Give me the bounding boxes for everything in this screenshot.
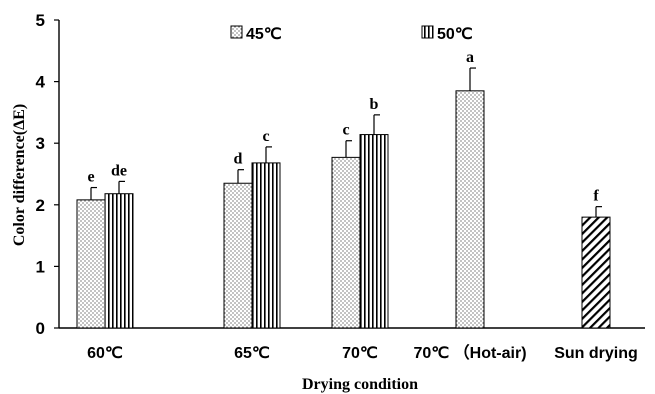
x-category-labels: 60℃ 65℃ 70℃ 70℃ （Hot-air) Sun drying [87, 344, 638, 362]
y-tick-label: 5 [36, 11, 45, 30]
bars: e de d c c b a f [76, 49, 611, 329]
y-tick-label: 3 [36, 134, 45, 153]
legend-swatch-50 [421, 25, 434, 39]
x-category-label: 65℃ [234, 345, 270, 362]
bar [331, 156, 361, 329]
bar [251, 162, 281, 329]
significance-label: de [111, 162, 127, 179]
bar [359, 134, 389, 329]
significance-label: d [234, 151, 243, 168]
legend-label-45: 45℃ [246, 26, 282, 43]
x-category-label: Sun drying [554, 345, 638, 362]
bar [104, 193, 134, 329]
significance-label: c [262, 128, 269, 145]
bar [223, 182, 253, 329]
significance-label: a [466, 49, 474, 66]
significance-label: f [593, 188, 599, 205]
y-tick-label: 2 [36, 196, 45, 215]
x-category-label: 60℃ [87, 345, 123, 362]
y-tick-label: 4 [36, 73, 46, 92]
x-category-label: 70℃ （Hot-air) [413, 344, 526, 362]
significance-label: c [342, 122, 349, 139]
y-ticks: 0 1 2 3 4 5 [36, 11, 59, 338]
legend: 45℃ 50℃ [230, 25, 473, 43]
legend-swatch-45 [230, 25, 243, 39]
significance-label: b [370, 96, 379, 113]
y-axis-title: Color difference(ΔE) [11, 104, 28, 246]
y-tick-label: 0 [36, 319, 45, 338]
bar [76, 199, 106, 329]
bar [581, 216, 611, 329]
bar [455, 90, 485, 329]
legend-label-50: 50℃ [437, 26, 473, 43]
significance-label: e [87, 169, 94, 186]
x-axis-title: Drying condition [302, 376, 418, 393]
x-category-label: 70℃ [342, 345, 378, 362]
y-tick-label: 1 [36, 257, 45, 276]
